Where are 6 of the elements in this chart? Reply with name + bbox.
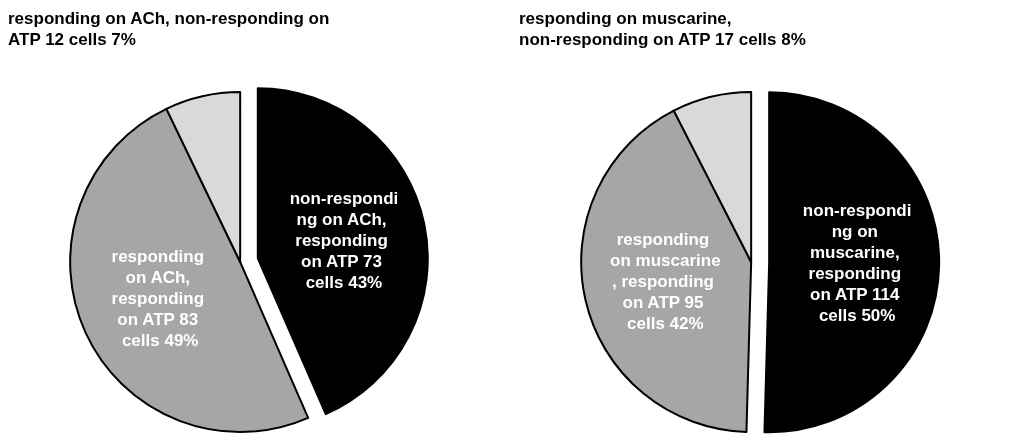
slice-label: non-responding on muscarine, responding on ATP 114 cells 50% <box>802 201 912 326</box>
slice-label: responding on muscarine, non-responding on ATP 17 cells 8% <box>519 9 806 49</box>
slice-label: responding on muscarine, responding on ATP 95 cells 42% <box>610 229 721 333</box>
slice-label: non-responding on ACh, responding on ATP 73 cells 43% <box>289 188 399 292</box>
slice-label: responding on ACh, non-responding on ATP 12 cells 7% <box>8 9 335 49</box>
slice-label: responding on ACh, responding on ATP 83 cells 49% <box>111 247 209 351</box>
